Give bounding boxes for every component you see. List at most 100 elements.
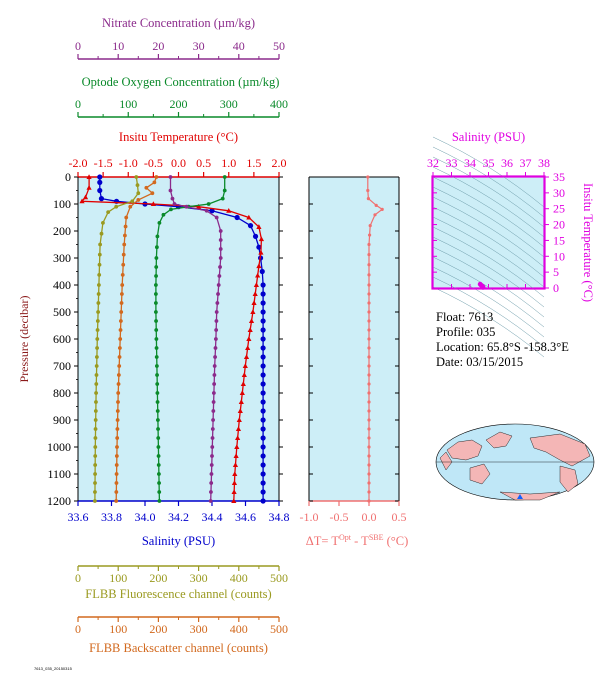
nitrate-point	[210, 427, 215, 431]
salinity-point	[247, 223, 254, 229]
density-contour	[432, 156, 545, 228]
nitrate-point	[211, 409, 216, 413]
fluorescence-point	[94, 391, 98, 395]
delta-t-point	[367, 391, 371, 395]
oxygen-point	[222, 188, 227, 193]
density-contour	[432, 246, 545, 318]
oxygen-point	[153, 292, 158, 296]
oxygen-series	[153, 175, 227, 503]
fluorescence-point	[93, 445, 98, 449]
backscatter-point	[123, 233, 127, 238]
nitrate-point	[217, 274, 222, 278]
backscatter-point	[122, 242, 127, 247]
density-contour	[432, 276, 545, 348]
backscatter-point	[115, 436, 120, 440]
density-contour	[432, 236, 545, 308]
backscatter-point	[114, 499, 119, 503]
temperature-tick-label: -1.5	[94, 156, 113, 170]
salinity-point	[260, 462, 266, 468]
nitrate-point	[208, 499, 213, 503]
nitrate-point	[216, 292, 220, 296]
density-contour	[432, 286, 545, 358]
delta-t-point	[367, 292, 371, 296]
backscatter-point	[115, 409, 120, 413]
backscatter-point	[116, 373, 121, 377]
temperature-point	[241, 372, 247, 377]
oxygen-point	[155, 382, 160, 386]
temperature-tick-label: -2.0	[69, 156, 88, 170]
pressure-tick-label: 900	[53, 413, 71, 427]
nitrate-series	[168, 175, 223, 503]
nitrate-point	[184, 204, 189, 209]
nitrate-point	[211, 391, 216, 395]
pressure-tick-label: 1000	[47, 440, 71, 454]
delta-t-plot-area	[309, 177, 399, 501]
salinity-tick-label: 34.2	[168, 510, 189, 524]
temperature-point	[196, 203, 202, 209]
salinity-point	[260, 390, 266, 396]
temperature-tick-label: 1.5	[246, 156, 261, 170]
backscatter-point	[114, 472, 119, 476]
delta-t-point	[367, 481, 371, 485]
temperature-point	[79, 198, 85, 204]
salinity-tick-label: 34.0	[135, 510, 156, 524]
delta-t-point	[367, 463, 371, 467]
backscatter-point	[118, 328, 123, 332]
fluorescence-point	[93, 409, 98, 413]
temperature-point	[256, 224, 262, 229]
temperature-point	[256, 263, 262, 269]
fluorescence-series	[92, 175, 141, 503]
temperature-point	[250, 309, 256, 314]
oxygen-point	[156, 463, 161, 467]
backscatter-point	[116, 400, 120, 404]
nitrate-point	[212, 382, 217, 386]
salinity-axis-label: Salinity (PSU)	[142, 534, 215, 548]
nitrate-point	[204, 208, 209, 213]
fluorescence-point	[96, 310, 100, 314]
delta-t-point	[367, 337, 371, 341]
nitrate-point	[215, 301, 220, 305]
ts-xtick-label: 32	[427, 156, 439, 170]
fluorescence-point	[95, 328, 100, 332]
ts-xtick-label: 38	[538, 156, 550, 170]
delta-t-point	[367, 355, 371, 359]
nitrate-point	[218, 256, 223, 260]
ts-xtick-label: 35	[483, 156, 495, 170]
temperature-point	[231, 498, 237, 503]
backscatter-point	[116, 382, 121, 386]
oxygen-point	[154, 245, 159, 250]
density-contour	[432, 166, 545, 238]
nitrate-point	[172, 202, 177, 206]
temperature-tick-label: 2.0	[272, 156, 287, 170]
ts-ytick-label: 5	[553, 265, 559, 279]
nitrate-tick-label: 10	[112, 39, 124, 53]
salinity-point	[260, 489, 266, 495]
fluorescence-point	[130, 199, 135, 204]
delta-t-point	[367, 283, 371, 287]
density-contour	[432, 216, 545, 288]
oxygen-point	[154, 364, 159, 368]
main-profile-panel: 0100200300400500600700800900100011001200…	[17, 16, 290, 655]
delta-t-tick-label: 0.0	[362, 510, 377, 524]
oxygen-point	[169, 207, 173, 212]
oxygen-point	[220, 196, 225, 201]
temperature-point	[82, 194, 89, 200]
temperature-point	[150, 201, 156, 206]
nitrate-point	[210, 436, 215, 440]
fluorescence-point	[94, 355, 99, 359]
salinity-point	[260, 453, 266, 459]
delta-t-point	[367, 364, 371, 368]
fluorescence-point	[93, 427, 98, 431]
pressure-tick-label: 100	[53, 197, 71, 211]
temperature-axis-label: Insitu Temperature (°C)	[119, 130, 238, 144]
temperature-tick-label: -1.0	[119, 156, 138, 170]
salinity-tick-label: 33.8	[101, 510, 122, 524]
backscatter-point	[117, 355, 122, 359]
temperature-point	[258, 236, 265, 242]
nitrate-point	[168, 175, 173, 179]
backscatter-point	[114, 490, 119, 494]
density-contour	[432, 186, 545, 258]
temperature-point	[238, 399, 244, 404]
date: Date: 03/15/2015	[436, 355, 524, 369]
